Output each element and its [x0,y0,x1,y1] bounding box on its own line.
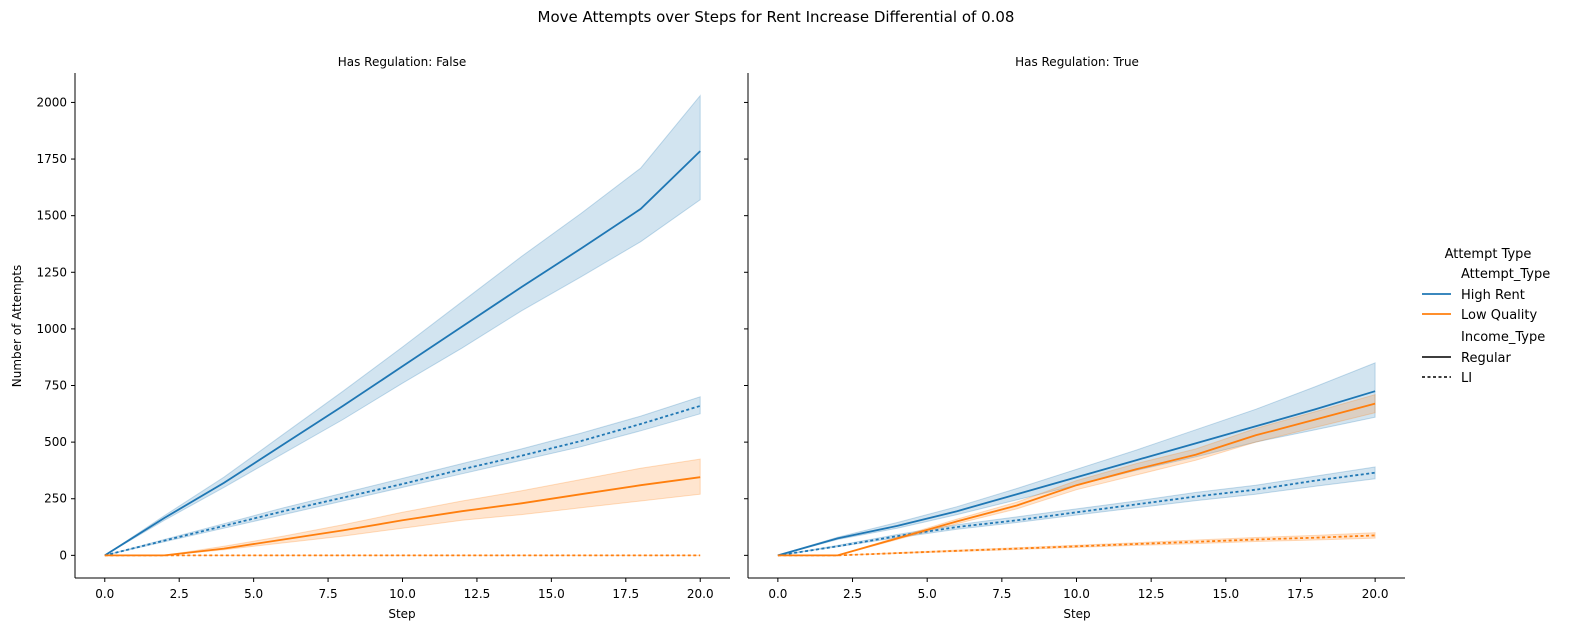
x-tick-label: 7.5 [319,587,338,601]
band-right-high-rent-li [777,466,1376,556]
x-tick-label: 0.0 [768,587,787,601]
band-left-low-quality-regular [104,458,701,556]
chart-title: Move Attempts over Steps for Rent Increa… [538,8,1015,26]
x-tick-label: 5.0 [244,587,263,601]
x-tick-label: 12.5 [464,587,491,601]
x-tick-label: 20.0 [687,587,714,601]
x-tick-label: 10.0 [1063,587,1090,601]
y-tick-label: 1000 [36,322,67,336]
legend: Attempt Type Attempt_Type High Rent Low … [1422,247,1550,386]
panel-left-bands [104,94,701,556]
panel-right-lines [777,390,1376,557]
band-left-high-rent-regular [104,94,701,556]
x-tick-label: 5.0 [918,587,937,601]
panel-right-y-ticks [744,101,748,556]
line-left-low-quality-regular [104,476,701,557]
band-left-high-rent-li [104,396,701,556]
legend-label-li: LI [1461,371,1472,386]
y-axis-label: Number of Attempts [10,265,24,387]
x-tick-label: 2.5 [843,587,862,601]
legend-title: Attempt Type [1445,247,1532,262]
y-tick-label: 250 [44,492,67,506]
y-tick-label: 500 [44,435,67,449]
panel-right: Has Regulation: True 0.0 2.5 5.0 7.5 10.0 12.… [744,55,1405,621]
legend-label-regular: Regular [1461,351,1512,366]
panel-right-title: Has Regulation: True [1015,55,1139,69]
y-tick-label: 1250 [36,265,67,279]
y-tick-label: 1750 [36,152,67,166]
x-tick-label: 20.0 [1362,587,1389,601]
panel-left: Has Regulation: False 0.0 2.5 5.0 7.5 10.0 12… [10,55,730,621]
line-right-low-quality-regular [777,402,1376,557]
y-tick-label: 0 [59,548,67,562]
x-tick-label: 7.5 [992,587,1011,601]
line-right-high-rent-regular [777,390,1376,557]
band-right-low-quality-li [777,532,1376,556]
legend-label-low-quality: Low Quality [1461,308,1537,323]
legend-group-attempt-type: Attempt_Type [1461,267,1550,282]
panel-left-x-ticks: 0.0 2.5 5.0 7.5 10.0 12.5 15.0 17.5 20.0 [95,578,714,601]
panel-left-title: Has Regulation: False [338,55,467,69]
x-tick-label: 2.5 [170,587,189,601]
x-tick-label: 17.5 [1287,587,1314,601]
panel-left-y-ticks: 0 250 500 750 1000 1250 1500 1750 2000 [36,95,75,562]
band-right-high-rent-regular [777,362,1376,556]
panel-right-bands [777,362,1376,556]
x-tick-label: 12.5 [1138,587,1165,601]
panel-left-lines [104,150,701,557]
x-tick-label: 17.5 [612,587,639,601]
x-tick-label: 15.0 [1212,587,1239,601]
line-right-low-quality-li [777,534,1376,557]
legend-label-high-rent: High Rent [1461,288,1525,303]
line-left-high-rent-regular [104,150,701,557]
legend-group-income-type: Income_Type [1461,330,1545,345]
y-tick-label: 750 [44,379,67,393]
panel-right-x-label: Step [1063,607,1090,621]
panel-left-x-label: Step [388,607,415,621]
x-tick-label: 0.0 [95,587,114,601]
line-right-high-rent-li [777,471,1376,557]
x-tick-label: 15.0 [538,587,565,601]
x-tick-label: 10.0 [389,587,416,601]
y-tick-label: 1500 [36,209,67,223]
y-tick-label: 2000 [36,95,67,109]
panel-right-x-ticks: 0.0 2.5 5.0 7.5 10.0 12.5 15.0 17.5 20.0 [768,578,1388,601]
